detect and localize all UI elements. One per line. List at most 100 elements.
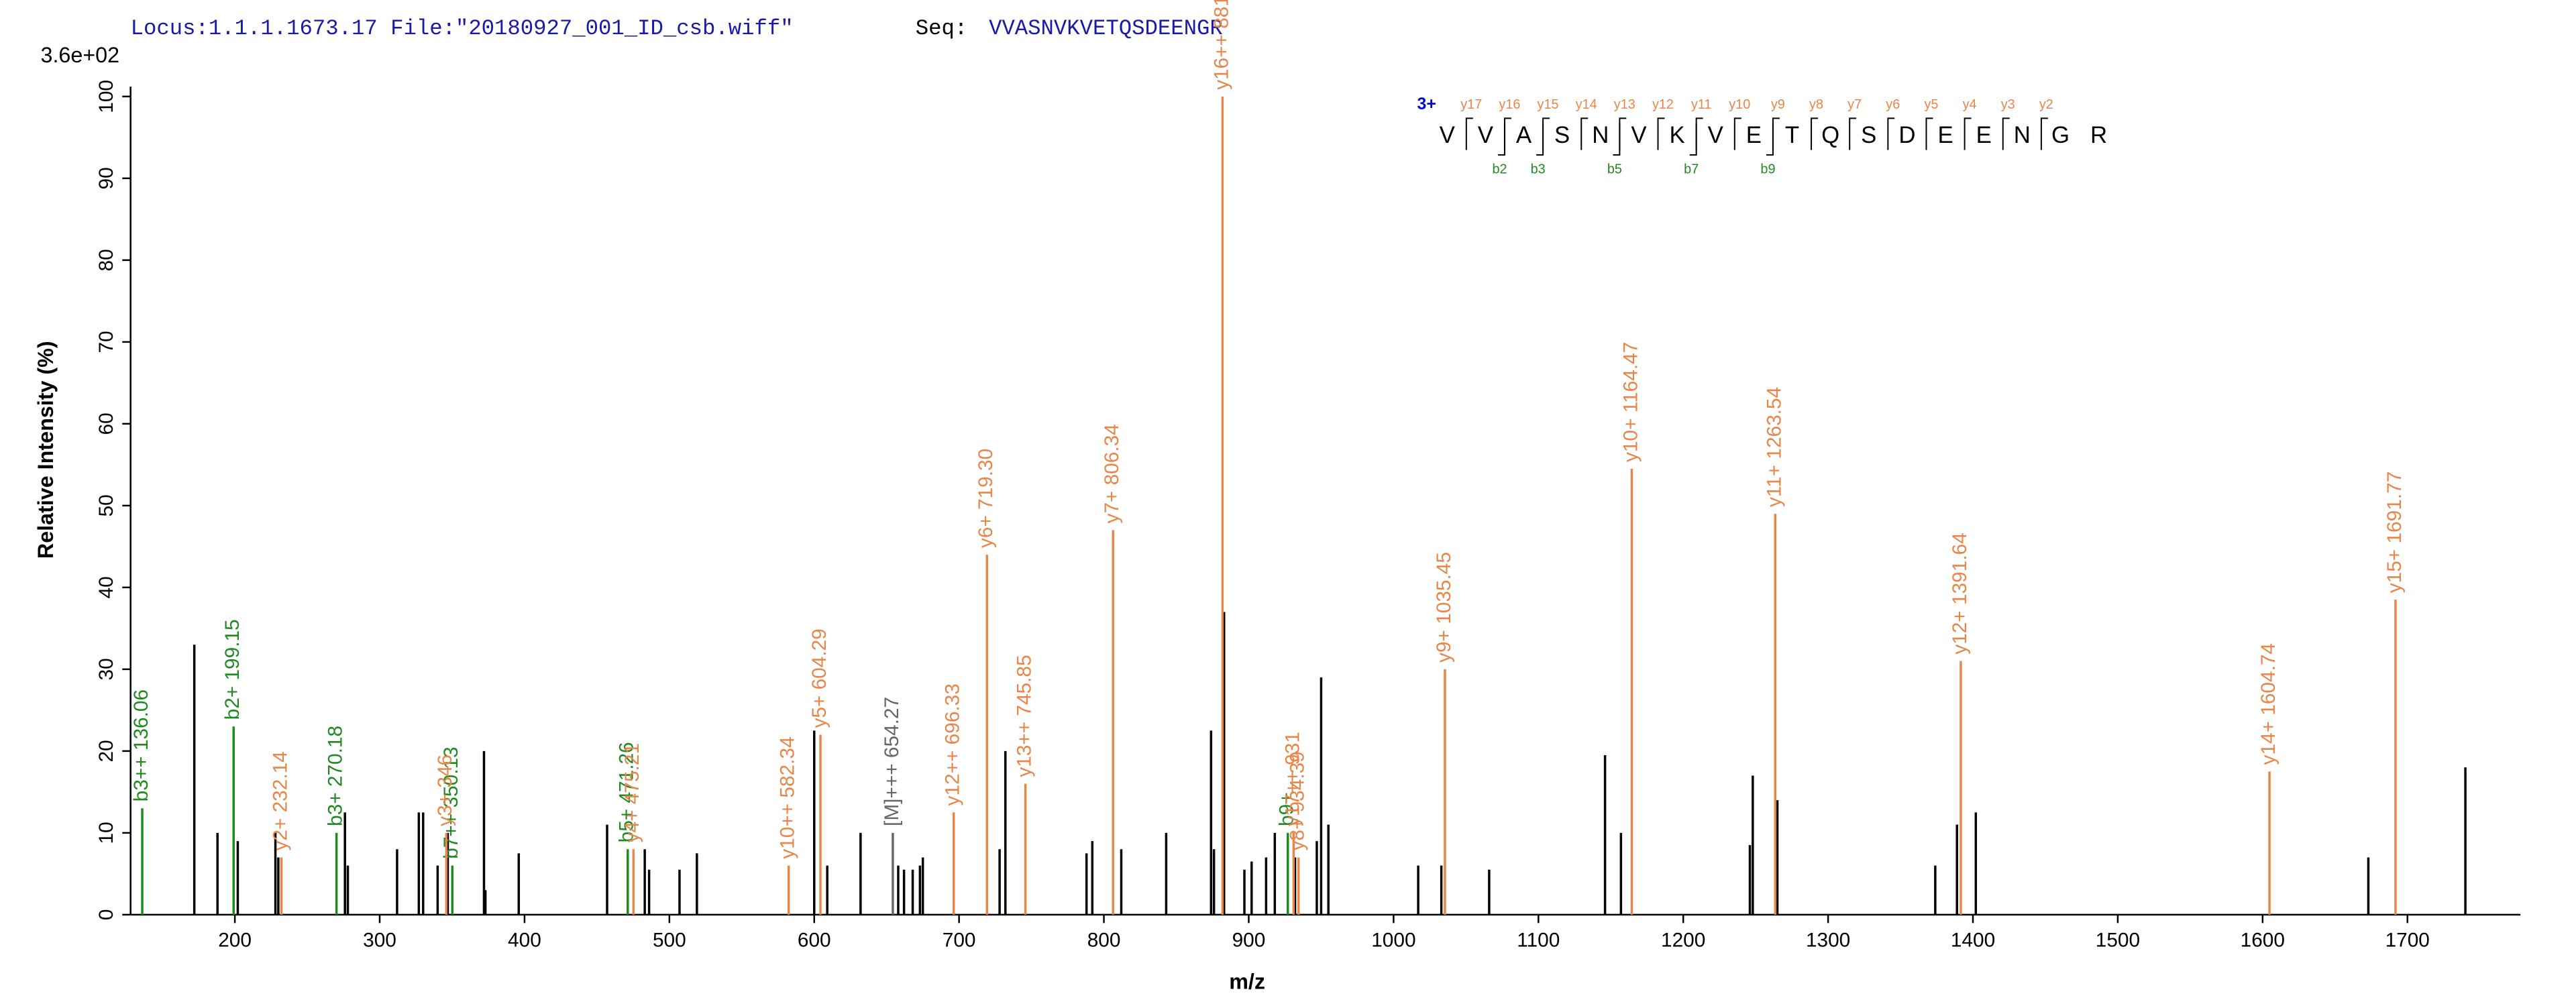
y-ion-bracket [1465,117,1473,150]
residue: V [1478,123,1494,148]
y-ion-label: y4 [1963,97,1977,112]
y-tick-label: 30 [95,658,117,680]
b-ion-bracket [1613,123,1621,156]
y-ion-label: y12 [1652,97,1674,112]
residue: E [1976,123,1992,148]
residue: V [1708,123,1724,148]
y-tick-label: 40 [95,576,117,598]
x-tick-label: 1600 [2241,930,2285,952]
peak-label: y3+ 346 [434,754,456,826]
residue: K [1669,123,1684,148]
y-ion-bracket [1733,117,1741,150]
x-tick-label: 600 [798,930,831,952]
b-ion-label: b3 [1531,162,1546,177]
y-ion-label: y9 [1771,97,1785,112]
b-ion-label: b2 [1492,162,1507,177]
peak-label: y2+ 232.14 [269,751,291,850]
y-ion-label: y16 [1499,97,1520,112]
x-tick-label: 1500 [2096,930,2140,952]
y-tick-label: 0 [95,909,117,921]
peak-label: y15+ 1691.77 [2383,471,2406,593]
y-ion-bracket [1542,117,1550,150]
residue: R [2090,123,2107,148]
b-ion-bracket [1498,123,1505,156]
y-ion-label: y15 [1538,97,1559,112]
peak-label: [M]+++ 654.27 [881,697,903,826]
header-locus: Locus:1.1.1.1673.17 File:"20180927_001_I… [131,16,794,41]
peak-label: y7+ 806.34 [1101,424,1123,523]
x-tick-label: 800 [1087,930,1121,952]
x-tick-label: 900 [1232,930,1266,952]
y-ion-label: y2 [2039,97,2053,112]
header-seq: VVASNVKVETQSDEENGR [989,16,1223,41]
peak-label: y17++ 931 [1281,732,1303,826]
y-ion-label: y14 [1576,97,1597,112]
peak-label: y10++ 582.34 [776,736,798,858]
residue: Q [1821,123,1839,148]
peak-label: y12++ 696.33 [942,683,964,805]
residue: N [2014,123,2031,148]
residue: V [1631,123,1647,148]
peak-label: y5+ 604.29 [808,628,830,728]
peak-label: y16++ 881.9 [1210,0,1232,90]
b-ion-label: b9 [1760,162,1775,177]
x-tick-label: 700 [943,930,976,952]
peak-label: y13++ 745.85 [1014,655,1036,777]
b-ion-label: b5 [1607,162,1622,177]
residue: S [1554,123,1570,148]
y-ion-bracket [2040,117,2048,150]
x-tick-label: 1200 [1661,930,1705,952]
y-ion-bracket [1695,117,1703,150]
peak-label: b7++ 350.13 [440,746,462,858]
y-tick-label: 70 [95,331,117,353]
x-tick-label: 400 [508,930,541,952]
header-seq-label: Seq: [916,16,968,41]
x-tick-label: 500 [653,930,686,952]
peak-label: y12+ 1391.64 [1949,533,1971,654]
residue: D [1898,123,1915,148]
residue: T [1785,123,1799,148]
peak-label: b9+ [1276,792,1298,826]
y-ion-bracket [1925,117,1933,150]
residue: E [1746,123,1762,148]
scale-label: 3.6e+02 [41,43,120,67]
residue: S [1861,123,1876,148]
residue: G [2051,123,2070,148]
peak-label: b5+ 471.26 [616,742,638,842]
y-ion-bracket [1503,117,1511,150]
b-ion-bracket [1766,123,1774,156]
y-ion-label: y5 [1924,97,1938,112]
y-axis-title: Relative Intensity (%) [34,341,58,559]
peak-label: y6+ 719.30 [975,449,997,548]
y-ion-label: y10 [1729,97,1750,112]
y-ion-bracket [1580,117,1589,150]
x-axis-title: m/z [1229,969,1265,993]
y-tick-label: 50 [95,494,117,516]
x-tick-label: 1300 [1806,930,1850,952]
peak-label: y4+ 475.21 [621,743,643,842]
y-ion-label: y7 [1847,97,1862,112]
y-ion-bracket [1849,117,1857,150]
peak-label: y8+ 934.39 [1287,751,1309,850]
y-ion-label: y17 [1460,97,1482,112]
y-ion-bracket [1619,117,1627,150]
y-tick-label: 80 [95,249,117,271]
b-ion-bracket [1536,123,1544,156]
residue: A [1516,123,1532,148]
residue: V [1440,123,1456,148]
x-tick-label: 200 [218,930,252,952]
y-tick-label: 90 [95,167,117,189]
y-tick-label: 100 [95,80,117,113]
y-tick-label: 20 [95,740,117,762]
y-ion-bracket [2002,117,2010,150]
y-ion-bracket [1657,117,1665,150]
x-tick-label: 1000 [1371,930,1415,952]
x-tick-label: 1400 [1951,930,1995,952]
charge-label: 3+ [1417,95,1436,113]
peak-label: y9+ 1035.45 [1433,552,1455,663]
y-ion-bracket [1887,117,1895,150]
peak-label: b3+ 270.18 [325,726,347,826]
b-ion-bracket [1689,123,1697,156]
x-tick-label: 1100 [1517,930,1560,952]
